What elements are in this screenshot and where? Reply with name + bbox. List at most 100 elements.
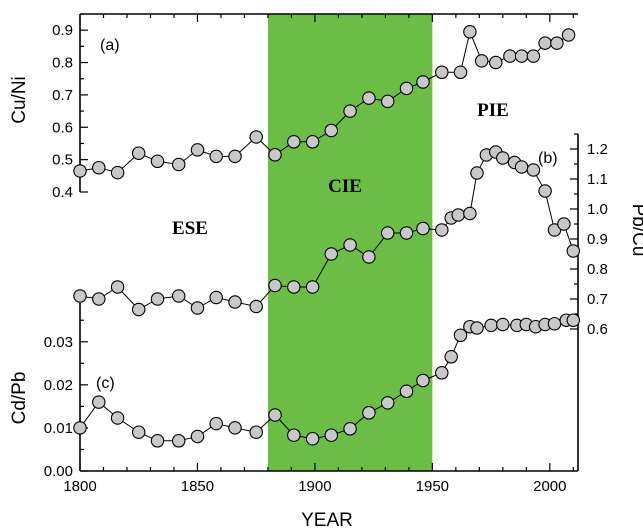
data-point [305, 135, 320, 149]
x-tick-label: 1850 [181, 478, 214, 495]
data-point [435, 223, 449, 237]
y-tick-label-cu-ni: 0.6 [52, 119, 73, 136]
y-tick-label-pb-cu: 0.7 [587, 291, 608, 308]
data-point [561, 28, 576, 42]
data-point [496, 317, 510, 332]
data-point [399, 81, 414, 96]
data-point [416, 373, 430, 388]
data-point [380, 396, 395, 410]
data-point [287, 280, 301, 294]
data-point [470, 166, 484, 180]
y-tick-label-pb-cu: 0.8 [587, 261, 608, 278]
y-tick-label-cu-ni: 0.7 [52, 87, 73, 104]
data-point [73, 164, 87, 178]
data-point [380, 226, 395, 240]
data-point [209, 290, 223, 305]
data-point [514, 49, 529, 63]
data-point [150, 154, 165, 169]
panel-label-b: (b) [538, 150, 558, 167]
data-point [526, 49, 541, 63]
data-point [547, 223, 562, 237]
x-tick-label: 2000 [533, 478, 566, 495]
y-axis-title-pb-cu: Pb/Cu [628, 204, 643, 257]
data-point [470, 321, 484, 335]
series-cu-ni [73, 25, 576, 180]
data-point [526, 163, 541, 177]
y-axis-title-cd-pb: Cd/Pb [9, 372, 30, 425]
data-point [171, 289, 186, 303]
data-point [399, 384, 414, 399]
data-point [463, 25, 477, 39]
data-point [131, 146, 146, 160]
data-point [110, 411, 125, 425]
data-point [209, 416, 223, 431]
data-point [489, 55, 503, 70]
y-tick-label-cd-pb: 0.00 [44, 463, 73, 480]
data-point [268, 408, 282, 422]
data-point [268, 278, 282, 293]
data-point [324, 428, 339, 442]
data-point [399, 226, 414, 240]
y-tick-label-cu-ni: 0.5 [52, 152, 73, 169]
series-pb-cu [73, 145, 581, 317]
data-point [228, 149, 242, 164]
y-tick-label-cd-pb: 0.03 [44, 334, 73, 351]
data-point [287, 135, 301, 149]
panel-label-c: (c) [96, 375, 115, 392]
data-point [343, 104, 357, 118]
data-point [463, 206, 477, 221]
data-point [287, 428, 301, 442]
data-point [324, 123, 339, 138]
x-axis-title: YEAR [301, 510, 353, 530]
data-point [268, 148, 282, 162]
data-point [451, 208, 465, 222]
data-point [305, 431, 320, 446]
data-point [416, 75, 430, 89]
data-point [362, 250, 376, 264]
data-point [514, 160, 529, 174]
data-point [190, 143, 205, 157]
era-label-cie: CIE [328, 176, 362, 197]
y-axis-title-cu-ni: Cu/Ni [9, 76, 30, 124]
axes-group: 1800 1850 1900 1950 2000 0.4 0.5 0.6 0.7 0.8 0.9 0.… [44, 13, 608, 495]
data-point [416, 221, 430, 236]
data-point [131, 425, 146, 439]
data-point [484, 318, 498, 333]
data-point [557, 217, 571, 231]
data-point [249, 425, 263, 439]
data-point [538, 36, 552, 50]
data-point [435, 366, 449, 380]
y-tick-label-cu-ni: 0.8 [52, 55, 73, 72]
data-point [453, 65, 468, 80]
data-point [150, 434, 165, 448]
y-tick-label-pb-cu: 1.1 [587, 171, 608, 188]
y-tick-label-cu-ni: 0.4 [52, 184, 73, 201]
y-tick-label-pb-cu: 1.2 [587, 141, 608, 158]
y-tick-label-cu-ni: 0.9 [52, 22, 73, 39]
data-point [474, 54, 489, 68]
data-point [150, 292, 165, 306]
data-point [538, 184, 552, 198]
data-point [73, 421, 87, 435]
data-point [566, 244, 581, 258]
series-cd-pb [73, 313, 581, 448]
data-point [324, 247, 339, 261]
data-point [190, 301, 205, 315]
era-label-pie: PIE [477, 100, 509, 121]
data-point [110, 165, 125, 180]
y-tick-label-pb-cu: 0.9 [587, 231, 608, 248]
data-point [305, 280, 320, 294]
data-point [209, 149, 223, 164]
data-point [343, 238, 357, 252]
data-point [228, 295, 242, 309]
data-point [362, 406, 376, 420]
data-point [380, 94, 395, 109]
y-tick-label-pb-cu: 0.6 [587, 321, 608, 338]
data-point [453, 328, 468, 343]
data-point [131, 302, 146, 317]
data-point [171, 157, 186, 172]
era-label-ese: ESE [172, 218, 208, 239]
data-point [110, 280, 125, 294]
data-point [503, 49, 517, 63]
